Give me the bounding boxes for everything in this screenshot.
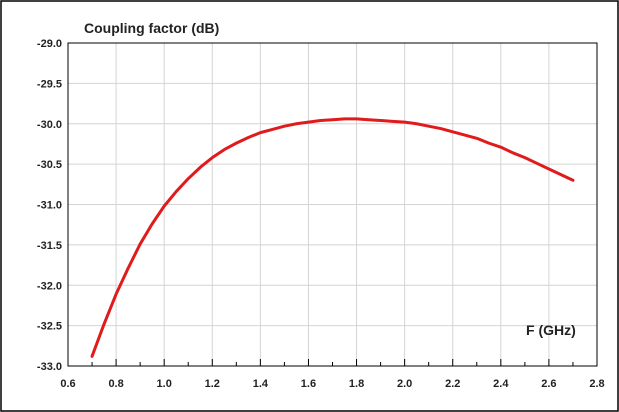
x-tick-label: 2.4: [493, 378, 509, 390]
x-tick-label: 0.6: [60, 378, 75, 390]
x-tick-label: 2.8: [589, 378, 604, 390]
y-tick-label: -30.0: [37, 119, 62, 131]
y-tick-label: -29.5: [37, 78, 62, 90]
y-tick-label: -30.5: [37, 159, 62, 171]
y-tick-labels: -29.0 -29.5 -30.0 -30.5 -31.0 -31.5 -32.0 -32.5…: [37, 38, 62, 373]
x-tick-label: 2.2: [445, 378, 460, 390]
y-tick-label: -33.0: [37, 361, 62, 373]
y-tick-label: -31.5: [37, 240, 62, 252]
chart-title: Coupling factor (dB): [84, 20, 219, 36]
x-axis-label: F (GHz): [526, 322, 576, 338]
x-tick-label: 1.2: [205, 378, 220, 390]
y-tick-label: -29.0: [37, 38, 62, 50]
x-tick-label: 1.0: [157, 378, 172, 390]
x-tick-label: 2.6: [541, 378, 556, 390]
x-tick-label: 1.6: [301, 378, 316, 390]
x-tick-labels: 0.6 0.8 1.0 1.2 1.4 1.6 1.8 2.0 2.2 2.4 2.6 2.8: [60, 378, 604, 390]
y-tick-label: -32.0: [37, 280, 62, 292]
x-tick-label: 1.8: [349, 378, 364, 390]
coupling-factor-line: [90, 117, 575, 358]
x-tick-label: 1.4: [253, 378, 269, 390]
x-tick-label: 2.0: [397, 378, 412, 390]
x-tick-label: 0.8: [108, 378, 123, 390]
ticks: [67, 359, 598, 366]
y-tick-label: -32.5: [37, 321, 62, 333]
y-tick-label: -31.0: [37, 200, 62, 212]
